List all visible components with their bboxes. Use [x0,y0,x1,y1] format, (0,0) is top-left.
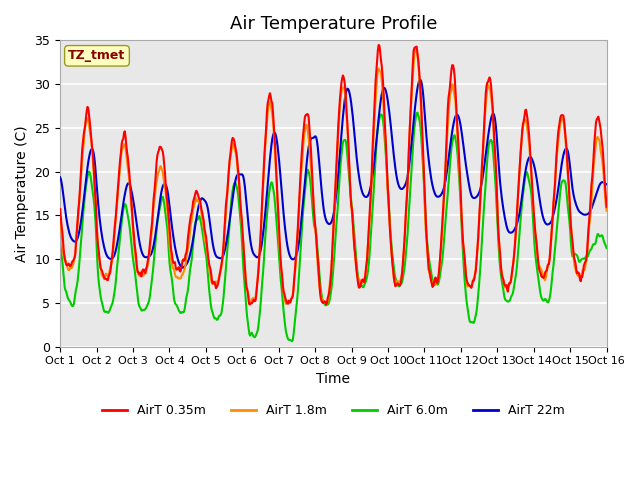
AirT 22m [122,185,130,191]
AirT 22m [603,181,611,187]
AirT 0.35m [603,204,611,210]
AirT 1.8m [178,272,186,278]
AirT 1.8m [207,274,214,280]
AirT 1.8m [603,208,611,214]
AirT 6.0m [401,265,408,271]
AirT 0.35m [207,267,214,273]
X-axis label: Time: Time [316,372,350,386]
AirT 1.8m [323,302,330,308]
AirT 1.8m [417,109,425,115]
AirT 22m [417,77,424,83]
AirT 6.0m [178,309,186,315]
AirT 22m [178,264,186,270]
AirT 1.8m [66,265,74,271]
AirT 0.35m [122,142,130,148]
AirT 1.8m [401,240,408,245]
AirT 6.0m [56,240,64,246]
AirT 22m [207,232,215,238]
AirT 1.8m [56,216,64,222]
Line: AirT 0.35m: AirT 0.35m [60,45,607,305]
AirT 0.35m [66,263,74,269]
AirT 22m [179,264,186,270]
AirT 22m [66,232,74,238]
AirT 0.35m [417,101,425,107]
AirT 6.0m [413,110,421,116]
AirT 6.0m [66,299,74,304]
AirT 22m [401,183,408,189]
AirT 0.35m [56,206,64,212]
Legend: AirT 0.35m, AirT 1.8m, AirT 6.0m, AirT 22m: AirT 0.35m, AirT 1.8m, AirT 6.0m, AirT 2… [97,399,570,422]
AirT 0.35m [323,302,330,308]
AirT 6.0m [288,338,296,344]
Line: AirT 22m: AirT 22m [60,80,607,267]
AirT 22m [417,78,425,84]
Line: AirT 1.8m: AirT 1.8m [60,48,607,305]
AirT 22m [56,175,64,180]
AirT 0.35m [178,263,186,269]
Line: AirT 6.0m: AirT 6.0m [60,113,607,341]
AirT 0.35m [375,42,383,48]
AirT 6.0m [122,204,130,210]
Y-axis label: Air Temperature (C): Air Temperature (C) [15,125,29,262]
Title: Air Temperature Profile: Air Temperature Profile [230,15,437,33]
AirT 1.8m [122,151,130,157]
Text: TZ_tmet: TZ_tmet [68,49,125,62]
AirT 6.0m [603,245,611,251]
AirT 6.0m [417,132,425,138]
AirT 0.35m [401,224,409,229]
AirT 6.0m [207,300,214,306]
AirT 1.8m [412,45,420,50]
